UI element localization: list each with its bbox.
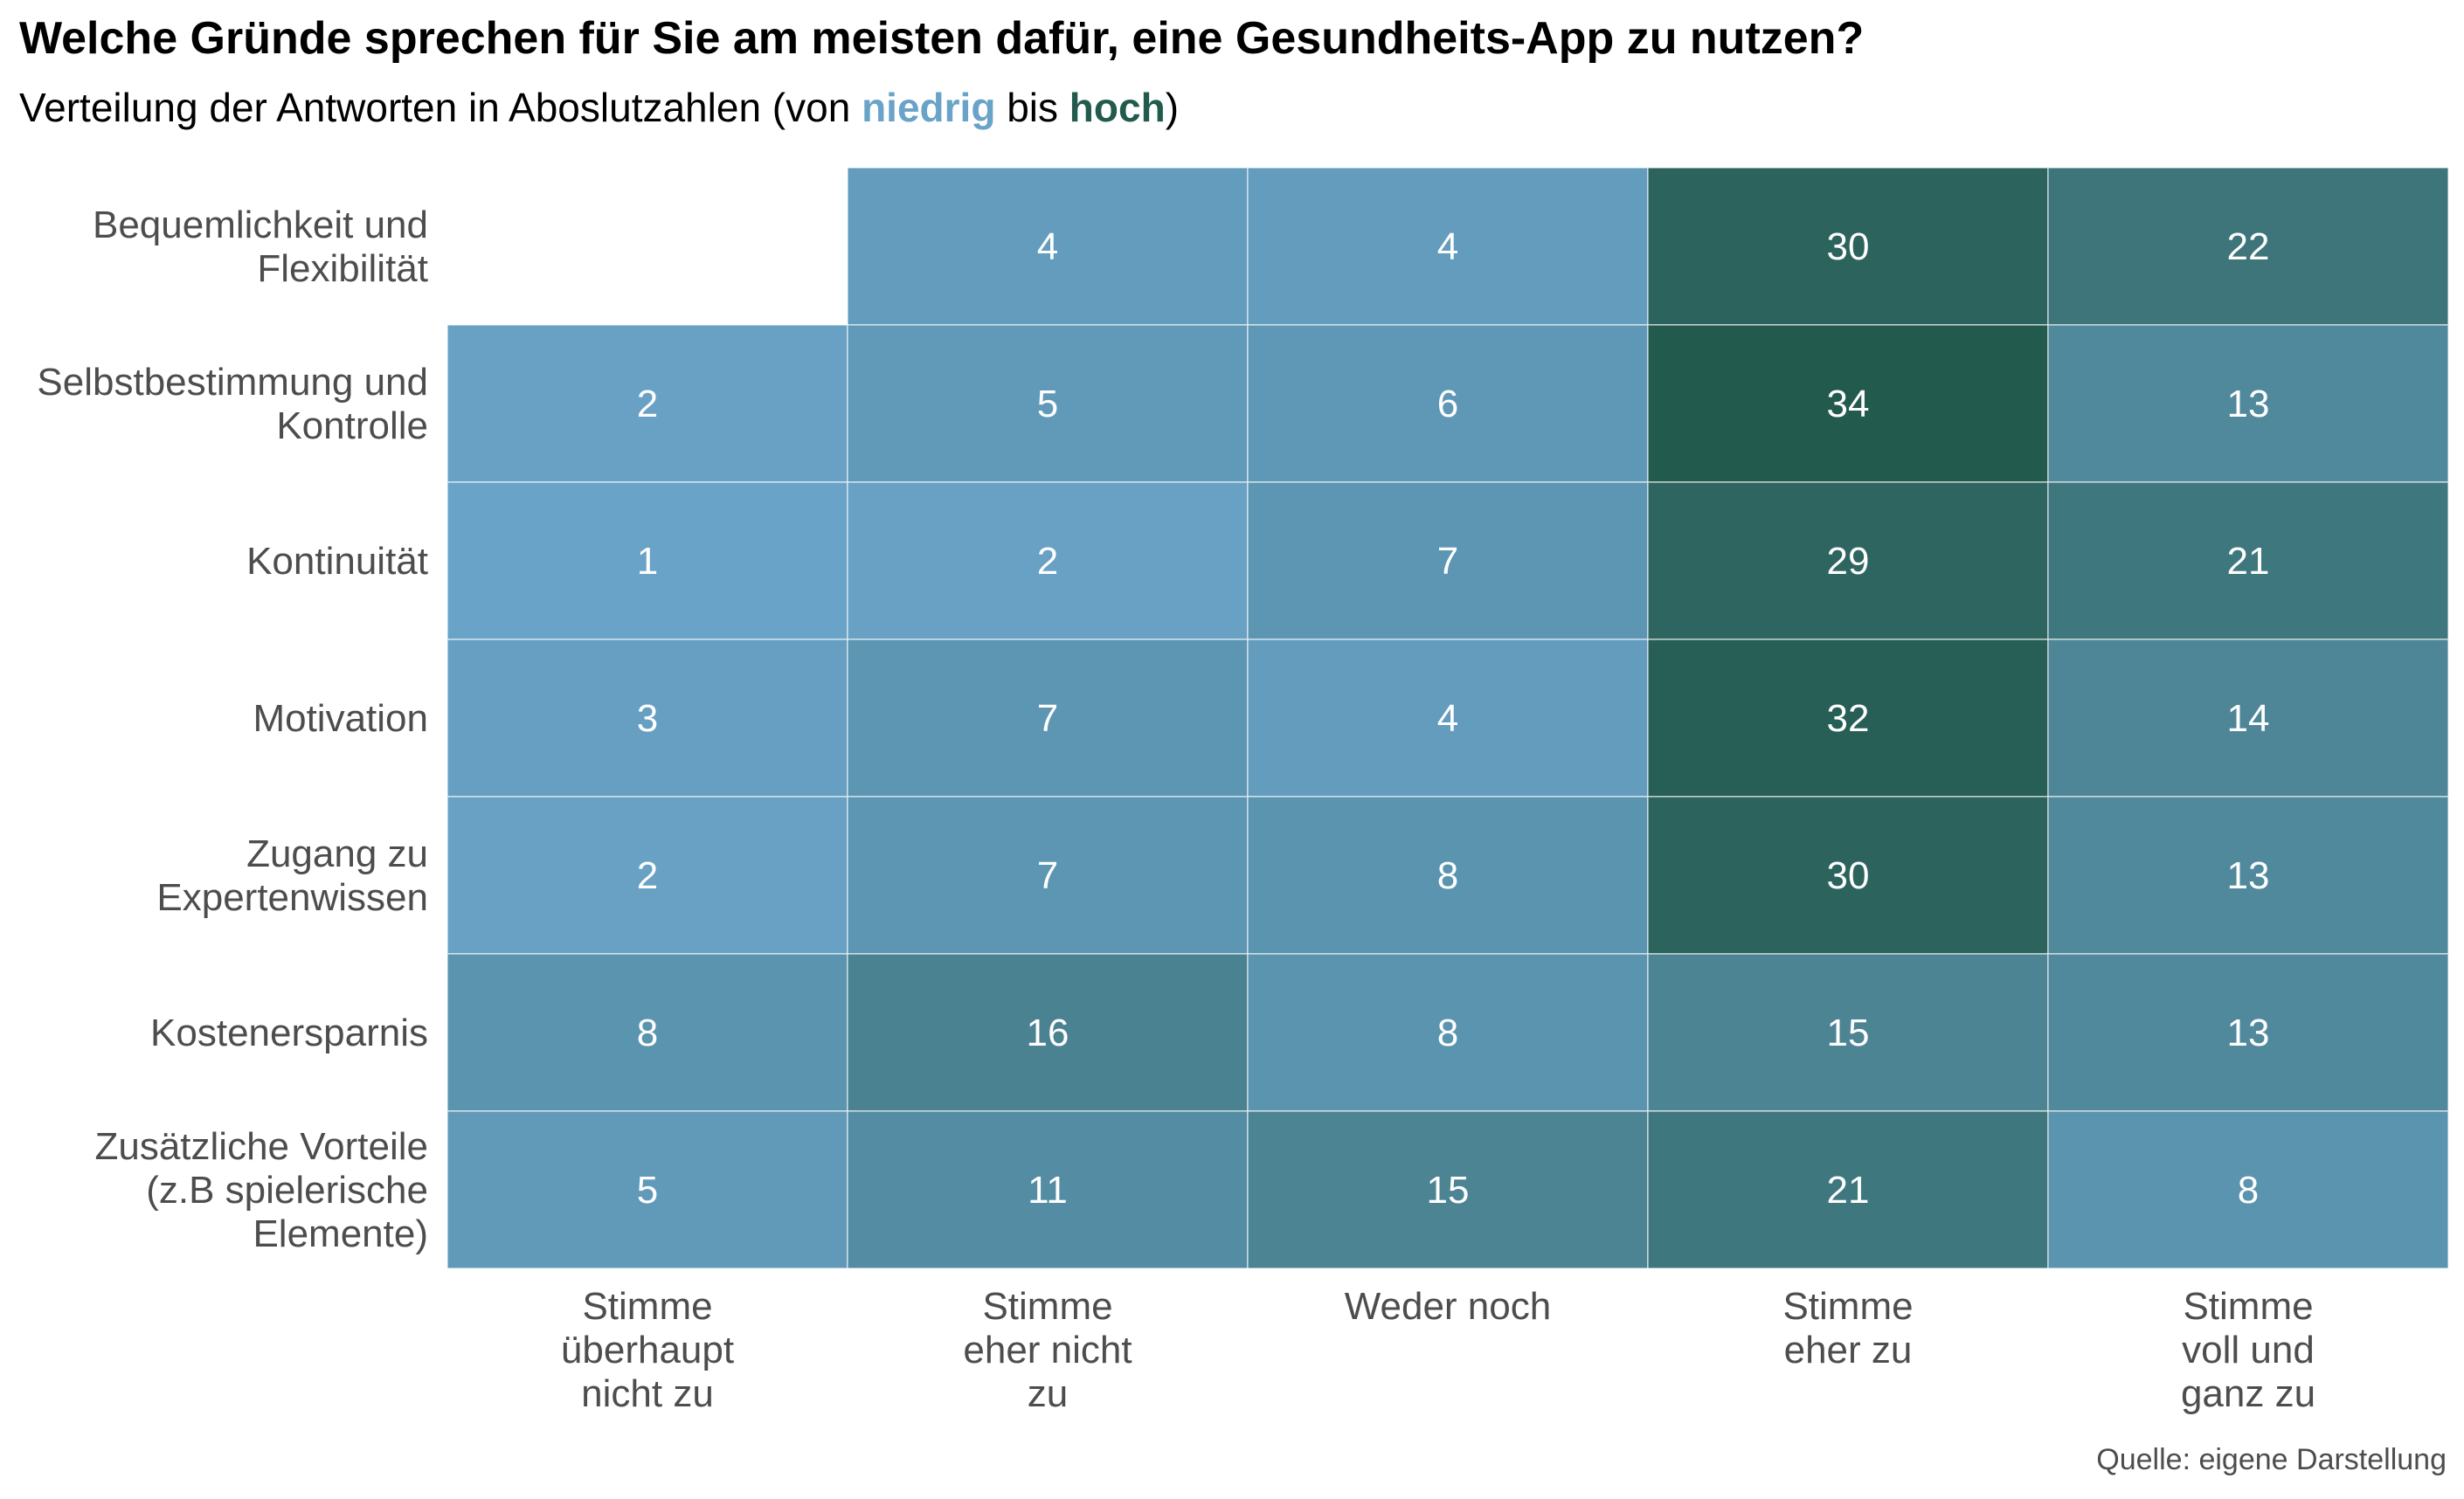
x-axis-label: Stimme voll und ganz zu <box>2181 1285 2315 1415</box>
cell-value-label: 1 <box>637 540 658 583</box>
cell-value-label: 13 <box>2227 854 2270 897</box>
heatmap-cell <box>2047 167 2449 326</box>
cell-value-label: 32 <box>1827 697 1870 740</box>
subtitle-high-label: hoch <box>1069 85 1166 130</box>
cell-value-label: 11 <box>1028 1169 1068 1212</box>
cell-value-label: 29 <box>1827 540 1870 583</box>
cell-value-label: 4 <box>1437 225 1458 268</box>
cell-value-label: 21 <box>2227 540 2270 583</box>
subtitle-prefix: Verteilung der Antworten in Aboslutzahle… <box>19 85 862 130</box>
chart-title: Welche Gründe sprechen für Sie am meiste… <box>19 13 1865 64</box>
heatmap-cell <box>1647 1110 2049 1269</box>
heatmap-cell <box>1247 953 1649 1112</box>
subtitle-suffix: ) <box>1165 85 1180 130</box>
y-axis-label: Zusätzliche Vorteile (z.B spielerische Ele… <box>94 1125 428 1255</box>
y-axis-label: Kostenersparnis <box>150 1012 428 1054</box>
cell-value-label: 22 <box>2227 225 2270 268</box>
cell-value-label: 4 <box>1037 225 1058 268</box>
heatmap-cell <box>847 796 1249 955</box>
heatmap-cell <box>446 639 848 798</box>
cell-value-label: 7 <box>1037 854 1058 897</box>
cell-value-label: 15 <box>1827 1012 1870 1054</box>
cell-value-label: 16 <box>1027 1012 1069 1054</box>
heatmap-cell <box>2047 324 2449 483</box>
heatmap-cell <box>446 481 848 640</box>
cell-value-label: 5 <box>637 1169 658 1212</box>
y-axis-label: Kontinuität <box>246 540 428 583</box>
cell-value-label: 21 <box>1827 1169 1870 1212</box>
cell-value-label: 7 <box>1037 697 1058 740</box>
x-axis-label: Stimme überhaupt nicht zu <box>561 1285 734 1415</box>
cell-value-label: 3 <box>637 697 658 740</box>
y-axis-label: Motivation <box>253 697 428 740</box>
cell-value-label: 2 <box>1037 540 1058 583</box>
heatmap-cell <box>1647 796 2049 955</box>
cell-value-label: 8 <box>637 1012 658 1054</box>
chart-subtitle: Verteilung der Antworten in Aboslutzahle… <box>19 84 1179 131</box>
cell-value-label: 5 <box>1037 383 1058 425</box>
cell-value-label: 15 <box>1427 1169 1470 1212</box>
cell-value-label: 6 <box>1437 383 1458 425</box>
heatmap-cell <box>1247 1110 1649 1269</box>
x-axis-label: Stimme eher nicht zu <box>963 1285 1132 1415</box>
cell-value-label: 14 <box>2227 697 2270 740</box>
heatmap-cell <box>2047 1110 2449 1269</box>
heatmap-cell <box>847 324 1249 483</box>
cell-value-label: 8 <box>1437 1012 1458 1054</box>
cell-value-label: 30 <box>1827 225 1870 268</box>
heatmap-cell <box>847 639 1249 798</box>
heatmap-cell <box>1247 639 1649 798</box>
subtitle-middle: bis <box>995 85 1069 130</box>
y-axis-label: Zugang zu Expertenwissen <box>156 832 428 919</box>
heatmap-cell <box>1647 639 2049 798</box>
cell-value-label: 2 <box>637 854 658 897</box>
cell-value-label: 7 <box>1437 540 1458 583</box>
cell-value-label: 30 <box>1827 854 1870 897</box>
subtitle-low-label: niedrig <box>862 85 996 130</box>
heatmap-cell <box>2047 796 2449 955</box>
cell-value-label: 13 <box>2227 383 2270 425</box>
cell-value-label: 8 <box>2238 1169 2259 1212</box>
y-axis-label: Bequemlichkeit und Flexibilität <box>93 204 428 290</box>
cell-value-label: 4 <box>1437 697 1458 740</box>
heatmap-cell <box>2047 481 2449 640</box>
heatmap-cell <box>1247 796 1649 955</box>
heatmap-cell <box>847 167 1249 326</box>
heatmap-cell <box>446 324 848 483</box>
heatmap-cell <box>1247 481 1649 640</box>
y-axis-label: Selbstbestimmung und Kontrolle <box>37 361 428 447</box>
x-axis-label: Stimme eher zu <box>1782 1285 1913 1371</box>
heatmap-cell <box>847 481 1249 640</box>
heatmap-cell <box>446 953 848 1112</box>
heatmap-cell <box>847 1110 1249 1269</box>
source-caption: Quelle: eigene Darstellung <box>2096 1443 2447 1476</box>
cell-value-label: 8 <box>1437 854 1458 897</box>
heatmap-cell <box>446 1110 848 1269</box>
cell-value-label: 34 <box>1827 383 1870 425</box>
x-axis-label: Weder noch <box>1345 1285 1551 1328</box>
heatmap-cell <box>1647 481 2049 640</box>
cell-value-label: 2 <box>637 383 658 425</box>
heatmap-cell <box>2047 639 2449 798</box>
cell-value-label: 13 <box>2227 1012 2270 1054</box>
